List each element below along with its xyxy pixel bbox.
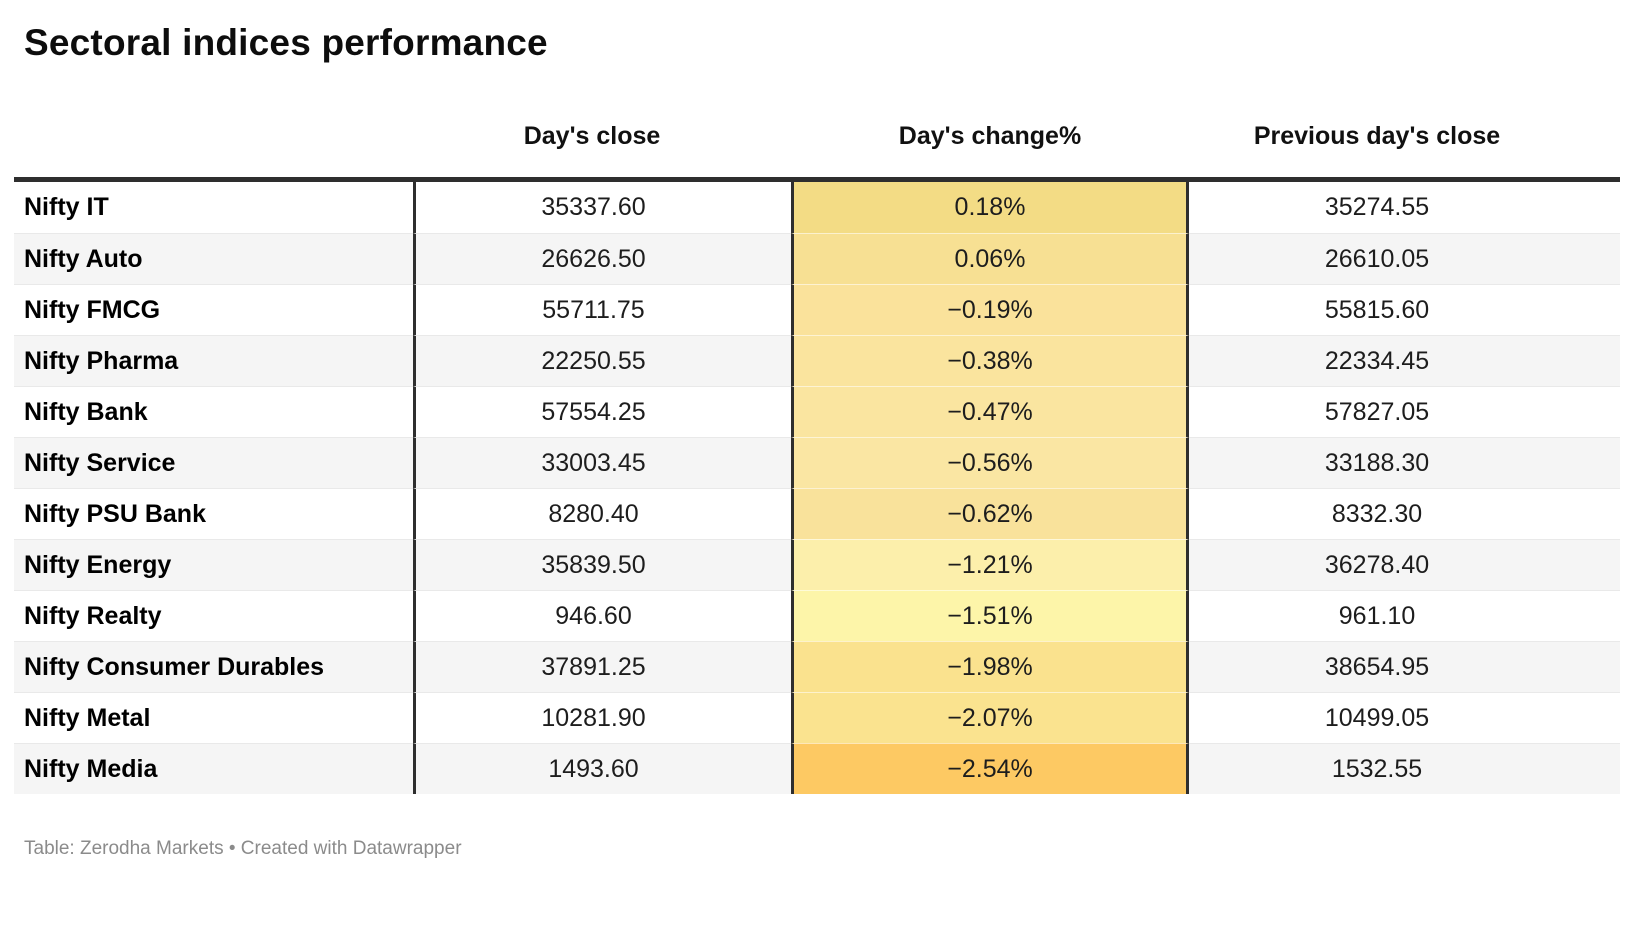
days-close-value: 35337.60 xyxy=(413,182,791,233)
previous-close-value: 55815.60 xyxy=(1189,284,1620,335)
table-row: Nifty Auto 26626.50 0.06% 26610.05 xyxy=(14,233,1620,284)
days-close-value: 33003.45 xyxy=(413,437,791,488)
days-change-heat-cell: 0.18% xyxy=(791,182,1189,233)
table-row: Nifty IT 35337.60 0.18% 35274.55 xyxy=(14,182,1620,233)
sector-label: Nifty Energy xyxy=(14,539,413,590)
previous-close-value: 961.10 xyxy=(1189,590,1620,641)
datawrapper-table-page: Sectoral indices performance Day's close… xyxy=(0,22,1636,860)
table-row: Nifty PSU Bank 8280.40 −0.62% 8332.30 xyxy=(14,488,1620,539)
days-change-heat-cell: −0.62% xyxy=(791,488,1189,539)
sector-label: Nifty IT xyxy=(24,193,109,221)
days-close-value: 8280.40 xyxy=(413,488,791,539)
previous-close-value: 10499.05 xyxy=(1189,692,1620,743)
days-close-value: 35839.50 xyxy=(413,539,791,590)
days-change-heat-cell: −1.98% xyxy=(791,641,1189,692)
days-change-heat-cell: −1.51% xyxy=(791,590,1189,641)
days-change-heat-cell: −2.07% xyxy=(791,692,1189,743)
table-row: Nifty Consumer Durables 37891.25 −1.98% … xyxy=(14,641,1620,692)
attribution-footer: Table: Zerodha Markets • Created with Da… xyxy=(24,838,462,859)
previous-close-value: 36278.40 xyxy=(1189,539,1620,590)
days-close-value: 946.60 xyxy=(413,590,791,641)
days-change-heat-cell: −1.21% xyxy=(791,539,1189,590)
sector-label: Nifty Bank xyxy=(14,386,413,437)
table-body: Nifty IT 35337.60 0.18% 35274.55 Nifty A… xyxy=(14,182,1620,794)
sector-label: Nifty Media xyxy=(14,743,413,794)
table-row: Nifty Pharma 22250.55 −0.38% 22334.45 xyxy=(14,335,1620,386)
previous-close-value: 38654.95 xyxy=(1189,641,1620,692)
sector-label: Nifty FMCG xyxy=(14,284,413,335)
days-close-value: 57554.25 xyxy=(413,386,791,437)
sector-label: Nifty Consumer Durables xyxy=(14,641,413,692)
column-header-previous-close: Previous day's close xyxy=(1253,122,1501,150)
days-close-value: 37891.25 xyxy=(413,641,791,692)
days-change-heat-cell: −0.56% xyxy=(791,437,1189,488)
column-header-days-close: Day's close xyxy=(523,122,661,150)
sector-label: Nifty Metal xyxy=(14,692,413,743)
column-header-days-change: Day's change% xyxy=(898,122,1082,150)
days-close-value: 55711.75 xyxy=(413,284,791,335)
days-change-heat-cell: 0.06% xyxy=(791,233,1189,284)
table-row: Nifty Service 33003.45 −0.56% 33188.30 xyxy=(14,437,1620,488)
table-row: Nifty Metal 10281.90 −2.07% 10499.05 xyxy=(14,692,1620,743)
previous-close-value: 22334.45 xyxy=(1189,335,1620,386)
days-change-heat-cell: −0.47% xyxy=(791,386,1189,437)
previous-close-value: 57827.05 xyxy=(1189,386,1620,437)
column-header-sector xyxy=(14,98,413,177)
page-title: Sectoral indices performance xyxy=(24,22,548,63)
sector-label: Nifty Auto xyxy=(14,233,413,284)
sector-label: Nifty Service xyxy=(14,437,413,488)
days-close-value: 22250.55 xyxy=(413,335,791,386)
previous-close-value: 33188.30 xyxy=(1189,437,1620,488)
previous-close-value: 1532.55 xyxy=(1189,743,1620,794)
sectoral-indices-table: Day's close Day's change% Previous day's… xyxy=(14,98,1620,794)
previous-close-value: 26610.05 xyxy=(1189,233,1620,284)
table-row: Nifty Energy 35839.50 −1.21% 36278.40 xyxy=(14,539,1620,590)
table-header-row: Day's close Day's change% Previous day's… xyxy=(14,98,1620,182)
sector-label: Nifty Realty xyxy=(14,590,413,641)
sector-label: Nifty Pharma xyxy=(14,335,413,386)
days-change-heat-cell: −0.19% xyxy=(791,284,1189,335)
days-close-value: 26626.50 xyxy=(413,233,791,284)
table-row: Nifty FMCG 55711.75 −0.19% 55815.60 xyxy=(14,284,1620,335)
days-close-value: 10281.90 xyxy=(413,692,791,743)
previous-close-value: 8332.30 xyxy=(1189,488,1620,539)
table-row: Nifty Media 1493.60 −2.54% 1532.55 xyxy=(14,743,1620,794)
days-change-heat-cell: −2.54% xyxy=(791,743,1189,794)
table-row: Nifty Bank 57554.25 −0.47% 57827.05 xyxy=(14,386,1620,437)
days-change-heat-cell: −0.38% xyxy=(791,335,1189,386)
previous-close-value: 35274.55 xyxy=(1324,193,1430,221)
table-row: Nifty Realty 946.60 −1.51% 961.10 xyxy=(14,590,1620,641)
sector-label: Nifty PSU Bank xyxy=(14,488,413,539)
days-close-value: 1493.60 xyxy=(413,743,791,794)
